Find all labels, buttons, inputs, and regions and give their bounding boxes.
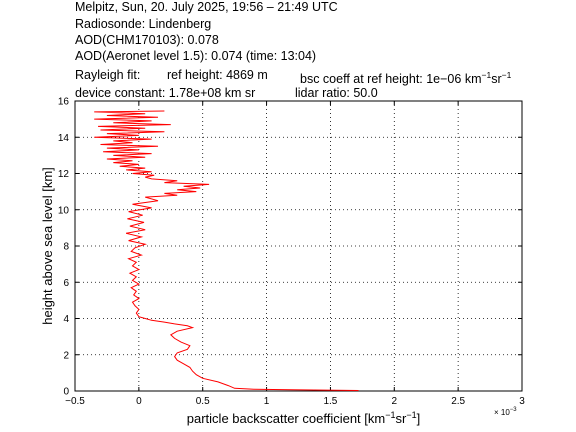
y-tick-label: 2 <box>63 350 69 361</box>
y-tick-label: 12 <box>58 169 70 180</box>
x-tick-label: 1 <box>264 396 270 407</box>
ref-height: ref height: 4869 m <box>167 68 268 82</box>
y-tick-label: 8 <box>63 242 69 253</box>
y-axis-label: height above sea level [km] <box>40 167 55 325</box>
x-tick-label: 3 <box>519 396 525 407</box>
y-tick-label: 6 <box>63 278 69 289</box>
y-tick-label: 10 <box>58 205 70 216</box>
y-tick-label: 0 <box>63 387 69 398</box>
device-constant: device constant: 1.78e+08 km sr <box>75 86 256 100</box>
x-tick-label: −0.5 <box>65 396 85 407</box>
y-tick-label: 4 <box>63 314 69 325</box>
bsc-coeff-sup2: −1 <box>501 70 512 80</box>
x-tick-label: 0.5 <box>196 396 210 407</box>
bsc-coeff-sr: sr <box>491 72 502 87</box>
x-tick-label: 2.5 <box>451 396 465 407</box>
x-tick-label: 2 <box>392 396 398 407</box>
lidar-ratio: lidar ratio: 50.0 <box>295 86 378 100</box>
bsc-coeff: bsc coeff at ref height: 1e−06 km−1sr−1 <box>300 68 511 86</box>
bsc-coeff-sup1: −1 <box>481 70 492 80</box>
x-multiplier-exp: −3 <box>510 407 518 413</box>
radiosonde-info: Radiosonde: Lindenberg <box>75 17 212 31</box>
x-axis-label-sup2: −1 <box>406 410 416 420</box>
y-tick-label: 14 <box>58 133 70 144</box>
x-tick-label: 1.5 <box>323 396 337 407</box>
x-axis-label-main: particle backscatter coefficient [km <box>187 411 385 426</box>
x-multiplier-base: × 10 <box>494 408 510 417</box>
x-tick-label: 0 <box>136 396 142 407</box>
x-axis-label: particle backscatter coefficient [km−1sr… <box>187 410 420 426</box>
rayleigh-fit-label: Rayleigh fit: <box>75 68 141 82</box>
y-axis-ticks: 0 2 4 6 8 10 12 14 16 <box>58 97 522 398</box>
bsc-coeff-text: bsc coeff at ref height: 1e−06 km <box>300 72 482 87</box>
x-axis-label-sup1: −1 <box>385 410 395 420</box>
title-location-time: Melpitz, Sun, 20. July 2025, 19:56 – 21:… <box>75 0 338 14</box>
y-tick-label: 16 <box>58 97 70 108</box>
x-axis-label-sr: sr <box>395 411 407 426</box>
x-axis-multiplier: × 10−3 <box>494 407 517 417</box>
grid-lines <box>75 101 522 391</box>
backscatter-profile-line <box>94 110 359 391</box>
aod-aeronet: AOD(Aeronet level 1.5): 0.074 (time: 13:… <box>75 49 317 63</box>
plot-frame <box>74 100 523 392</box>
x-axis-label-end: ] <box>417 411 421 426</box>
aod-chm: AOD(CHM170103): 0.078 <box>75 33 219 47</box>
